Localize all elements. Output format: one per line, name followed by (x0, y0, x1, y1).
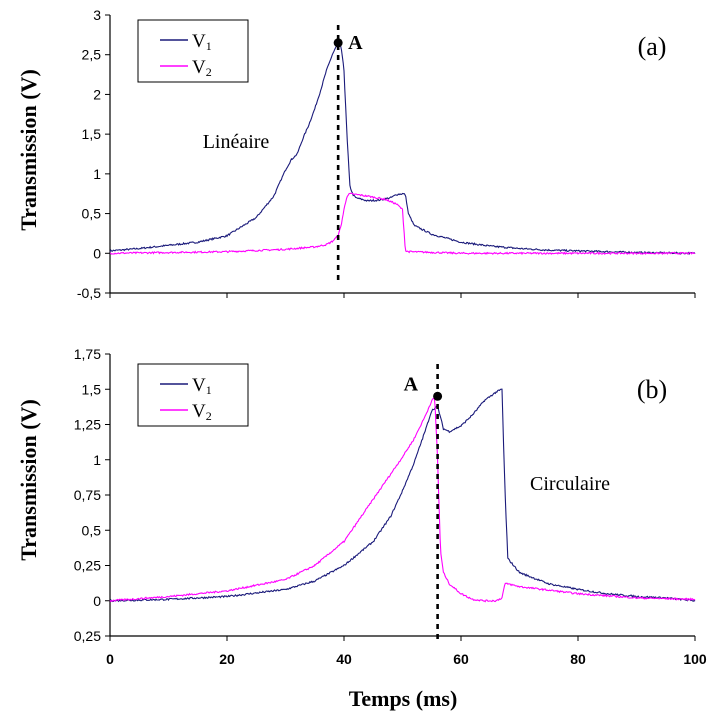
y-tick-label: -0,5 (77, 285, 101, 301)
legend-label: V2 (192, 57, 212, 79)
y-axis-title-top: Transmission (V) (16, 69, 41, 231)
marker-point (333, 38, 343, 48)
y-tick-label: 1,25 (74, 417, 101, 433)
y-tick-label: 0 (93, 245, 101, 261)
y-tick-label: 0,25 (74, 628, 101, 644)
y-tick-label: 1 (93, 452, 101, 468)
x-tick-label: 100 (683, 651, 707, 667)
series-line-v1 (109, 41, 696, 256)
y-tick-label: 0,75 (74, 487, 101, 503)
y-tick-label: 1,5 (82, 381, 102, 397)
y-tick-label: 3 (93, 7, 101, 23)
curve-annotation: Circulaire (530, 473, 610, 495)
y-tick-label: 1,5 (82, 126, 102, 142)
series-line-v2 (109, 397, 696, 603)
series-line-v2 (109, 192, 696, 256)
marker-label: A (404, 373, 419, 395)
y-tick-label: 0,5 (82, 522, 102, 538)
y-tick-label: 1 (93, 166, 101, 182)
panel-label: (b) (637, 375, 667, 404)
legend-label: V1 (192, 375, 212, 397)
y-tick-label: 1,75 (74, 346, 101, 362)
curve-annotation: Linéaire (203, 131, 270, 153)
y-axis-title-bottom: Transmission (V) (16, 399, 41, 561)
legend-label: V2 (192, 401, 212, 423)
panel-label: (a) (638, 32, 667, 61)
x-tick-label: 80 (570, 651, 586, 667)
y-tick-label: 2,5 (82, 47, 102, 63)
legend-label: V1 (192, 31, 212, 53)
marker-label: A (348, 32, 363, 54)
panel-b: 0,25 0 0,25 0,5 0,75 1 1,25 1,5 1,75 0 20 40 60 80 100… (74, 346, 707, 667)
x-tick-label: 60 (453, 651, 469, 667)
y-tick-label: 2 (93, 86, 101, 102)
x-tick-label: 0 (106, 651, 114, 667)
y-tick-label: 0 (93, 593, 101, 609)
x-axis-title: Temps (ms) (349, 686, 458, 711)
y-tick-label: 0,25 (74, 558, 101, 574)
x-tick-label: 40 (336, 651, 352, 667)
y-tick-label: 0,5 (82, 206, 102, 222)
x-tick-label: 20 (219, 651, 235, 667)
marker-point (433, 391, 443, 401)
series-line-v1 (109, 388, 696, 603)
